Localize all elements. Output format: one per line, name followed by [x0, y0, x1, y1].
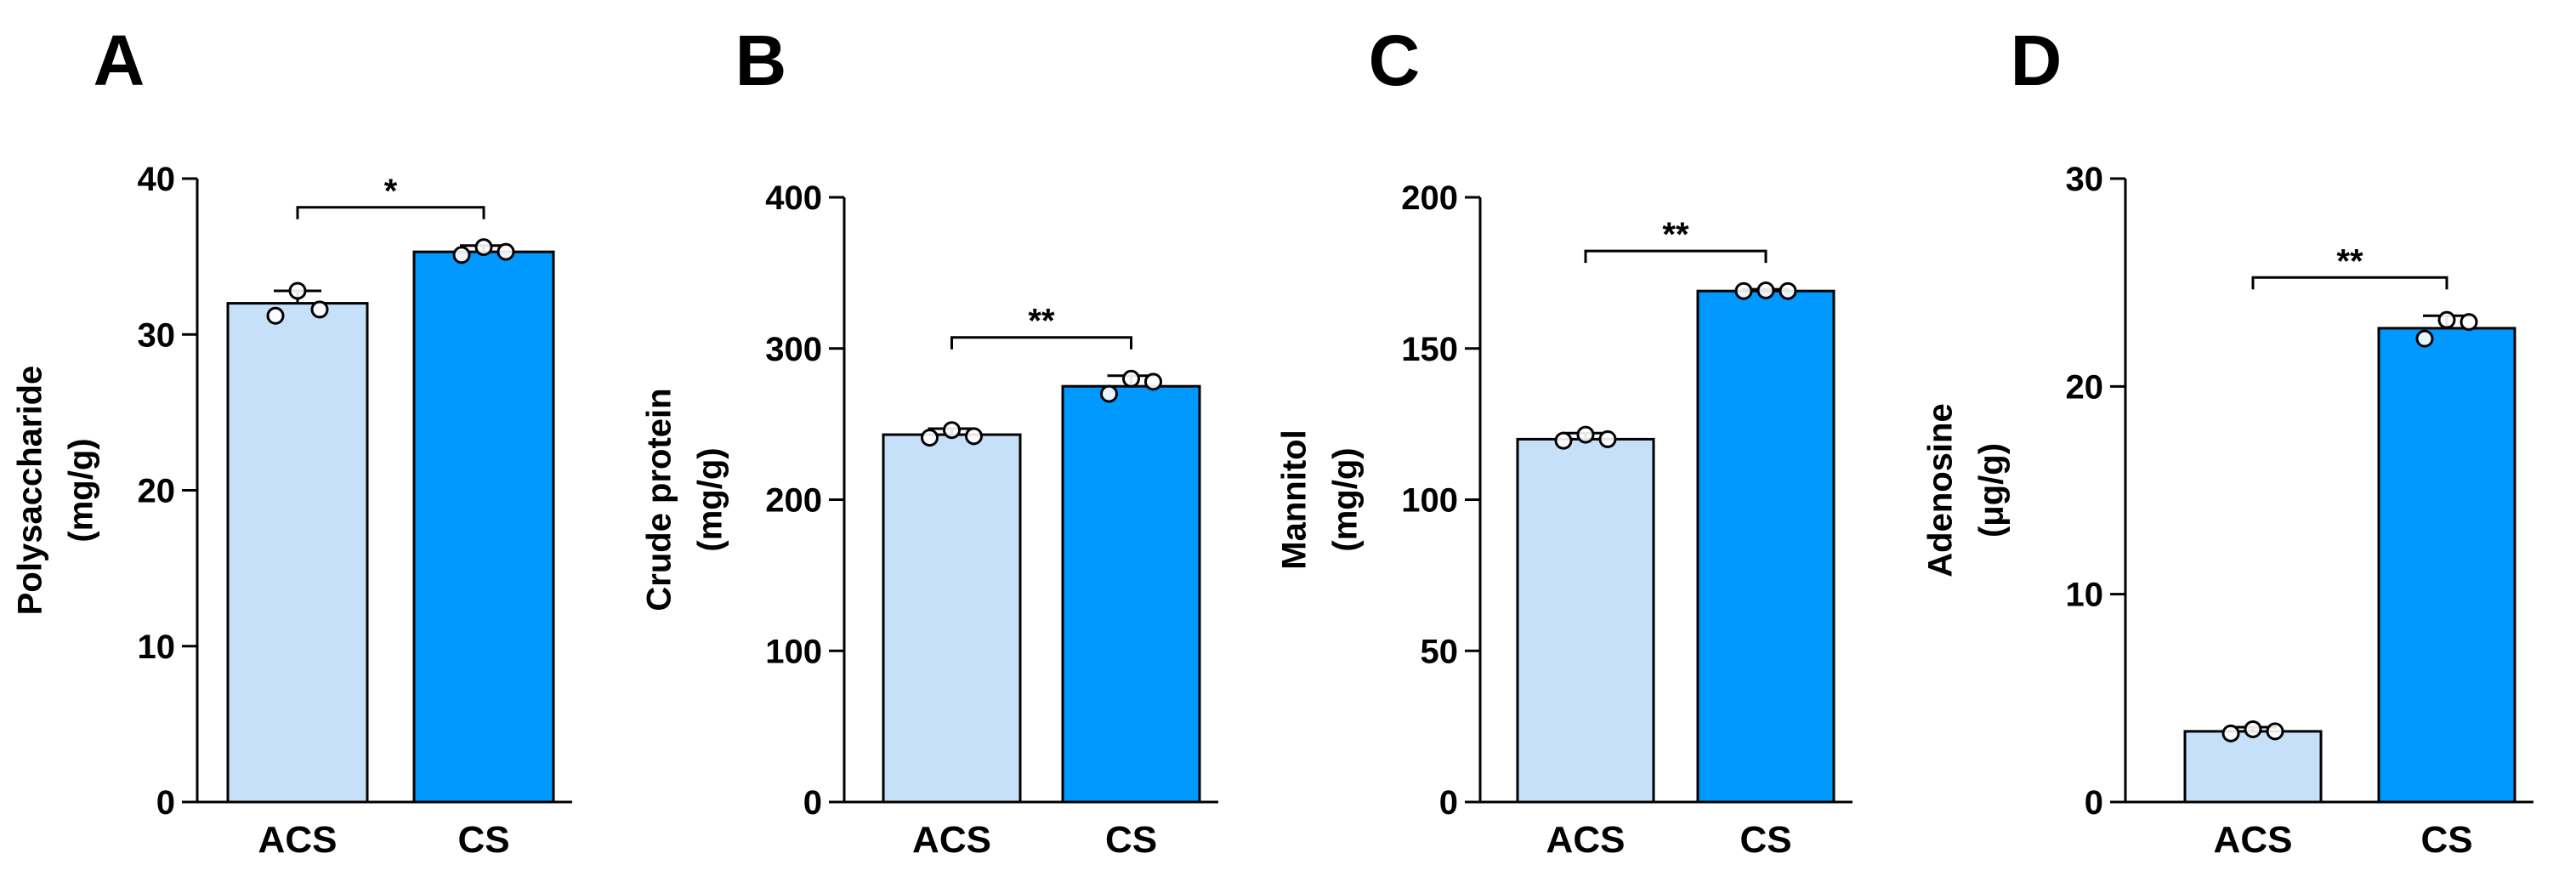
y-tick-label-c-150: 150: [1401, 331, 1458, 368]
significance-label-a: *: [384, 173, 398, 210]
y-tick-label-b-200: 200: [765, 482, 822, 520]
significance-bracket-c: [1584, 249, 1767, 264]
y-tick-label-c-100: 100: [1401, 482, 1458, 520]
y-tick-label-a-0: 0: [156, 784, 175, 822]
x-tick-label-d-acs: ACS: [2214, 819, 2293, 861]
y-axis-title-c: Mannitol: [1276, 429, 1314, 569]
y-tick-label-b-0: 0: [803, 784, 822, 822]
y-axis-unit-a: (mg/g): [63, 438, 100, 542]
data-point-a-cs-2: [474, 238, 493, 257]
x-tick-label-c-acs: ACS: [1546, 819, 1626, 861]
data-point-d-acs-3: [2266, 722, 2284, 741]
y-tick-label-c-200: 200: [1401, 179, 1458, 217]
data-point-a-cs-3: [496, 242, 515, 261]
bar-c-acs: [1516, 437, 1655, 804]
data-point-b-cs-2: [1122, 369, 1140, 388]
data-point-d-acs-2: [2244, 720, 2262, 738]
data-point-b-cs-1: [1100, 384, 1118, 403]
y-tick-label-a-20: 20: [138, 473, 176, 510]
y-axis-title-b: Crude protein: [641, 388, 678, 611]
panel-letter-d: D: [2011, 20, 2063, 100]
y-axis-title-d: Adenosine: [1922, 403, 1960, 577]
data-point-c-acs-2: [1576, 425, 1595, 444]
panel-letter-a: A: [94, 20, 145, 100]
y-tick-label-a-40: 40: [138, 161, 176, 198]
data-point-c-acs-3: [1598, 429, 1617, 448]
x-tick-label-a-cs: CS: [457, 819, 509, 861]
data-point-b-acs-3: [965, 427, 983, 446]
data-point-b-cs-3: [1144, 373, 1162, 391]
y-axis-unit-b: (mg/g): [692, 447, 729, 551]
y-tick-label-d-10: 10: [2066, 577, 2104, 614]
y-axis-title-a: Polysaccharide: [12, 366, 49, 616]
data-point-b-acs-2: [943, 421, 961, 440]
significance-label-d: **: [2336, 242, 2363, 280]
data-point-a-acs-1: [266, 306, 285, 325]
data-point-d-cs-2: [2437, 310, 2456, 329]
y-axis-unit-c: (mg/g): [1327, 447, 1365, 551]
data-point-a-acs-3: [310, 300, 329, 319]
data-point-d-cs-3: [2460, 313, 2478, 332]
y-tick-label-b-300: 300: [765, 331, 822, 368]
bar-d-cs: [2377, 327, 2516, 804]
data-point-c-acs-1: [1554, 431, 1573, 450]
data-point-a-cs-1: [452, 246, 471, 265]
data-point-b-acs-1: [921, 429, 939, 447]
bar-b-cs: [1061, 384, 1201, 804]
bar-a-acs: [226, 302, 369, 804]
y-tick-label-c-0: 0: [1439, 784, 1458, 822]
bar-c-cs: [1696, 289, 1836, 804]
data-point-d-cs-1: [2415, 329, 2434, 348]
y-tick-label-c-50: 50: [1421, 633, 1459, 670]
y-tick-label-a-30: 30: [138, 316, 176, 354]
significance-bracket-d: [2251, 276, 2448, 290]
x-tick-label-a-acs: ACS: [258, 819, 338, 861]
data-point-c-cs-2: [1756, 281, 1775, 299]
data-point-c-cs-1: [1734, 282, 1753, 300]
panel-letter-c: C: [1369, 20, 1421, 100]
significance-bracket-b: [950, 336, 1132, 350]
x-tick-label-b-acs: ACS: [912, 819, 991, 861]
x-tick-label-c-cs: CS: [1739, 819, 1791, 861]
y-tick-label-b-100: 100: [765, 633, 822, 670]
bar-b-acs: [882, 433, 1022, 804]
y-tick-label-d-0: 0: [2085, 784, 2103, 822]
y-tick-label-d-20: 20: [2066, 368, 2104, 406]
panel-letter-b: B: [735, 20, 787, 100]
y-tick-label-d-30: 30: [2066, 161, 2104, 198]
x-tick-label-d-cs: CS: [2420, 819, 2472, 861]
data-point-c-cs-3: [1779, 282, 1797, 300]
x-tick-label-b-cs: CS: [1105, 819, 1157, 861]
significance-label-c: **: [1662, 216, 1689, 253]
y-axis-unit-d: (μg/g): [1973, 443, 2011, 538]
data-point-a-acs-2: [288, 282, 307, 300]
significance-label-b: **: [1028, 303, 1055, 340]
bar-a-cs: [412, 250, 555, 804]
bar-d-acs: [2183, 730, 2323, 804]
data-point-d-acs-1: [2221, 724, 2240, 742]
y-tick-label-a-10: 10: [138, 629, 176, 666]
y-tick-label-b-400: 400: [765, 179, 822, 217]
significance-bracket-a: [296, 206, 485, 219]
